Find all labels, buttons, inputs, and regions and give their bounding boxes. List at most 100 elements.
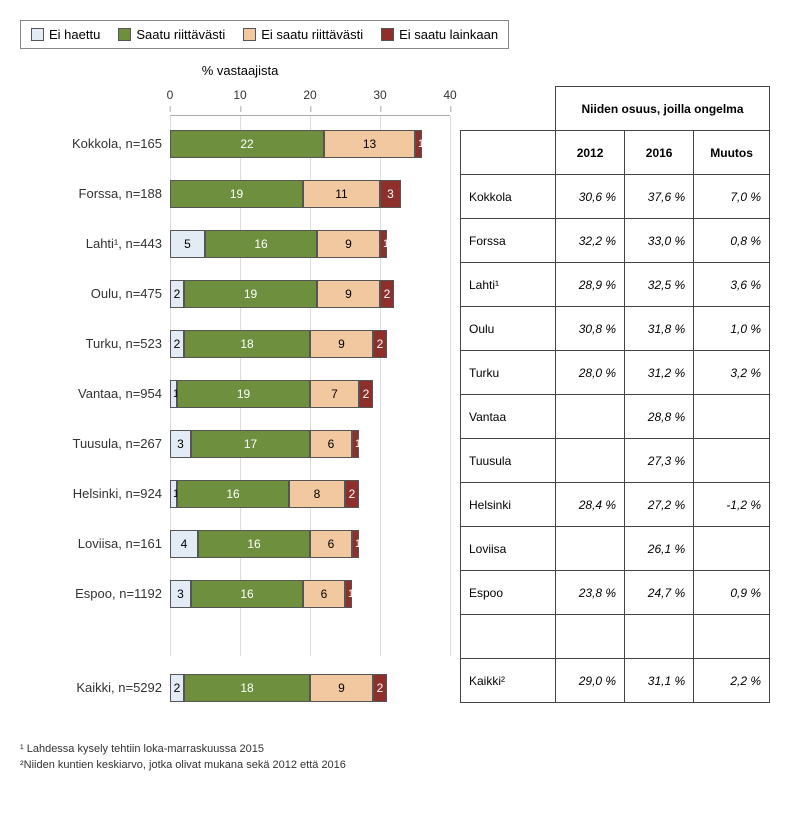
table-cell-value bbox=[694, 527, 770, 571]
table-col-header: 2016 bbox=[625, 131, 694, 175]
table-cell-value: 37,6 % bbox=[625, 175, 694, 219]
bar-segment: 9 bbox=[317, 230, 380, 258]
table-cell-city: Oulu bbox=[461, 307, 556, 351]
table-spacer-col bbox=[461, 87, 556, 131]
bar-segment: 16 bbox=[198, 530, 310, 558]
bar-segment: 19 bbox=[184, 280, 317, 308]
bar-segment: 2 bbox=[170, 674, 184, 702]
table-row: Helsinki28,4 %27,2 %-1,2 % bbox=[461, 483, 770, 527]
gridline bbox=[450, 116, 451, 656]
table-cell-value: 23,8 % bbox=[556, 571, 625, 615]
bar-segment: 18 bbox=[184, 674, 310, 702]
x-tick: 20 bbox=[303, 88, 316, 102]
table-cell-value: 29,0 % bbox=[556, 659, 625, 703]
bar-segment: 1 bbox=[352, 530, 359, 558]
table-cell-city: Forssa bbox=[461, 219, 556, 263]
table-cell-value: 0,9 % bbox=[694, 571, 770, 615]
bar-segment: 9 bbox=[317, 280, 380, 308]
table-cell-value: 32,2 % bbox=[556, 219, 625, 263]
bar-segment: 3 bbox=[170, 430, 191, 458]
footnote: ¹ Lahdessa kysely tehtiin loka-marraskuu… bbox=[20, 743, 774, 755]
legend-label: Ei haettu bbox=[49, 27, 100, 42]
bar-segment-value: 16 bbox=[226, 487, 239, 501]
x-tick: 0 bbox=[167, 88, 174, 102]
bar-segment-value: 2 bbox=[377, 337, 384, 351]
bar-segment: 2 bbox=[373, 330, 387, 358]
table-gap-cell bbox=[694, 615, 770, 659]
table-cell-city: Vantaa bbox=[461, 395, 556, 439]
legend-swatch bbox=[31, 28, 44, 41]
bar-row-label: Vantaa, n=954 bbox=[22, 380, 162, 408]
bar-segment-value: 9 bbox=[345, 237, 352, 251]
legend-swatch bbox=[243, 28, 256, 41]
table-gap-cell bbox=[625, 615, 694, 659]
bar-segment: 4 bbox=[170, 530, 198, 558]
bar-row-label: Forssa, n=188 bbox=[22, 180, 162, 208]
table-row: Lahti¹28,9 %32,5 %3,6 % bbox=[461, 263, 770, 307]
bar-row-label: Helsinki, n=924 bbox=[22, 480, 162, 508]
bar-segment: 2 bbox=[359, 380, 373, 408]
bar-segment: 19 bbox=[177, 380, 310, 408]
bar-segment: 6 bbox=[310, 530, 352, 558]
bar-segment-value: 16 bbox=[240, 587, 253, 601]
bar-segment-value: 19 bbox=[237, 387, 250, 401]
bar-segment-value: 6 bbox=[328, 437, 335, 451]
bar-segment: 2 bbox=[345, 480, 359, 508]
legend: Ei haettu Saatu riittävästi Ei saatu riitt… bbox=[20, 20, 509, 49]
legend-swatch bbox=[381, 28, 394, 41]
table-gap-cell bbox=[556, 615, 625, 659]
bar-segment: 11 bbox=[303, 180, 380, 208]
bar-segment: 1 bbox=[352, 430, 359, 458]
bar-segment: 3 bbox=[170, 580, 191, 608]
bar-segment-value: 2 bbox=[174, 337, 181, 351]
legend-label: Ei saatu riittävästi bbox=[261, 27, 363, 42]
bar-segment-value: 18 bbox=[240, 337, 253, 351]
bar-row: Loviisa, n=16141661 bbox=[170, 530, 359, 558]
bar-segment: 2 bbox=[373, 674, 387, 702]
bar-segment-value: 22 bbox=[240, 137, 253, 151]
bar-segment-value: 8 bbox=[314, 487, 321, 501]
table-cell-value bbox=[556, 439, 625, 483]
legend-item: Ei saatu riittävästi bbox=[243, 27, 363, 42]
table-cell-value: 27,3 % bbox=[625, 439, 694, 483]
plot-area: Kokkola, n=16522131Forssa, n=18819113Lah… bbox=[170, 116, 450, 656]
bar-segment: 6 bbox=[303, 580, 345, 608]
bar-row: Forssa, n=18819113 bbox=[170, 180, 401, 208]
bar-segment-value: 2 bbox=[174, 287, 181, 301]
table-cell-city: Tuusula bbox=[461, 439, 556, 483]
table-header-top: Niiden osuus, joilla ongelma bbox=[556, 87, 770, 131]
table-cell-value bbox=[556, 395, 625, 439]
table-cell-value bbox=[694, 395, 770, 439]
bar-segment: 22 bbox=[170, 130, 324, 158]
bar-segment-value: 1 bbox=[355, 538, 361, 550]
bar-segment-value: 19 bbox=[244, 287, 257, 301]
table-row: Kaikki²29,0 %31,1 %2,2 % bbox=[461, 659, 770, 703]
table-row: Forssa32,2 %33,0 %0,8 % bbox=[461, 219, 770, 263]
legend-label: Saatu riittävästi bbox=[136, 27, 225, 42]
table-cell-value: 28,4 % bbox=[556, 483, 625, 527]
bar-row-label: Loviisa, n=161 bbox=[22, 530, 162, 558]
bar-row: Kokkola, n=16522131 bbox=[170, 130, 422, 158]
bar-segment-value: 19 bbox=[230, 187, 243, 201]
bar-segment: 1 bbox=[345, 580, 352, 608]
bar-segment-value: 2 bbox=[363, 387, 370, 401]
x-tick: 30 bbox=[373, 88, 386, 102]
bar-segment-value: 3 bbox=[177, 587, 184, 601]
table-cell-value: 30,8 % bbox=[556, 307, 625, 351]
bar-segment-value: 9 bbox=[345, 287, 352, 301]
footnotes: ¹ Lahdessa kysely tehtiin loka-marraskuu… bbox=[20, 743, 774, 771]
bar-row: Tuusula, n=26731761 bbox=[170, 430, 359, 458]
bar-segment-value: 5 bbox=[184, 237, 191, 251]
table-cell-value: 28,8 % bbox=[625, 395, 694, 439]
bar-row-label: Lahti¹, n=443 bbox=[22, 230, 162, 258]
table-gap-cell bbox=[461, 615, 556, 659]
footnote: ²Niiden kuntien keskiarvo, jotka olivat … bbox=[20, 759, 774, 771]
bar-row: Helsinki, n=92411682 bbox=[170, 480, 359, 508]
bar-segment-value: 4 bbox=[181, 537, 188, 551]
bar-segment-value: 2 bbox=[384, 287, 391, 301]
bar-segment: 9 bbox=[310, 674, 373, 702]
bar-segment-value: 6 bbox=[328, 537, 335, 551]
bar-segment-value: 3 bbox=[387, 187, 394, 201]
bar-row: Vantaa, n=95411972 bbox=[170, 380, 373, 408]
legend-label: Ei saatu lainkaan bbox=[399, 27, 498, 42]
